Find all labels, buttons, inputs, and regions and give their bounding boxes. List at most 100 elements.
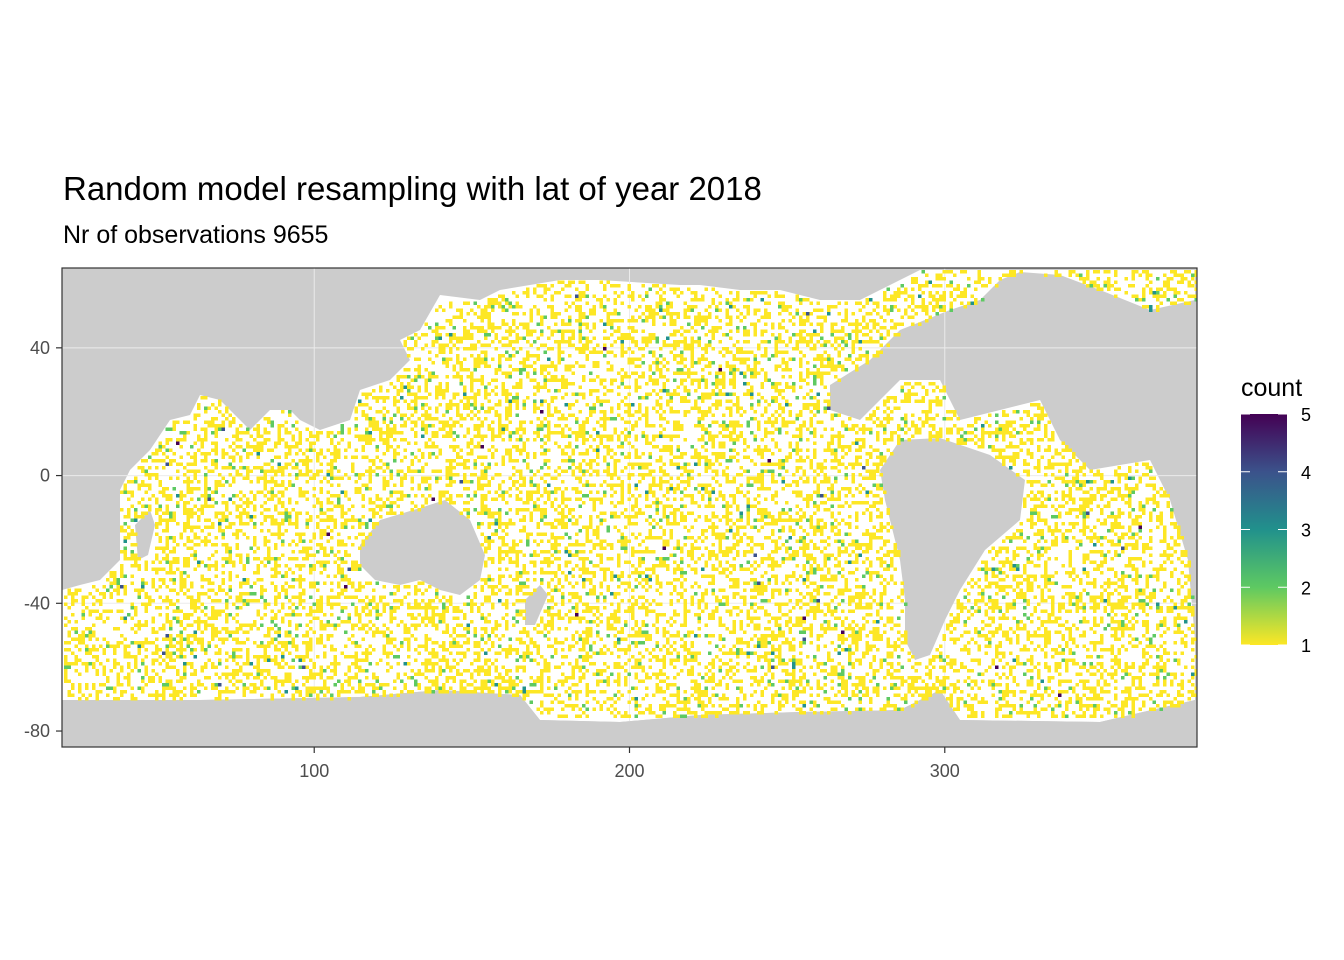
observation-cell [659,368,663,372]
observation-cell [711,476,715,480]
observation-cell [358,473,362,477]
observation-cell [816,315,820,319]
observation-cell [883,490,887,494]
observation-cell [477,455,481,459]
observation-cell [505,427,509,431]
observation-cell [568,336,572,340]
observation-cell [858,448,862,452]
observation-cell [865,340,869,344]
observation-cell [799,361,803,365]
observation-cell [400,480,404,484]
observation-cell [641,361,645,365]
observation-cell [347,445,351,449]
observation-cell [421,413,425,417]
observation-cell [571,431,575,435]
observation-cell [641,396,645,400]
observation-cell [508,406,512,410]
observation-cell [225,452,229,456]
observation-cell [176,504,180,508]
observation-cell [550,413,554,417]
observation-cell [911,424,915,428]
observation-cell [361,410,365,414]
observation-cell [288,413,292,417]
observation-cell [788,368,792,372]
observation-cell [778,301,782,305]
observation-cell [358,434,362,438]
observation-cell [851,494,855,498]
observation-cell [645,441,649,445]
observation-cell [928,417,932,421]
observation-cell [484,333,488,337]
observation-cell [1100,494,1104,498]
observation-cell [795,343,799,347]
observation-cell [715,434,719,438]
observation-cell [1068,462,1072,466]
observation-cell [1012,452,1016,456]
observation-cell [207,487,211,491]
observation-cell [718,424,722,428]
observation-cell [561,494,565,498]
observation-cell [1089,501,1093,505]
observation-cell [1156,504,1160,508]
observation-cell [386,396,390,400]
observation-cell [169,511,173,515]
observation-cell [396,504,400,508]
observation-cell [1152,494,1156,498]
observation-cell [526,497,530,501]
observation-cell [1093,473,1097,477]
observation-cell [449,350,453,354]
observation-cell [456,375,460,379]
observation-cell [1086,501,1090,505]
observation-cell [1124,473,1128,477]
observation-cell [666,378,670,382]
observation-cell [778,326,782,330]
observation-cell [823,340,827,344]
observation-cell [802,336,806,340]
observation-cell [725,350,729,354]
observation-cell [305,497,309,501]
observation-cell [183,511,187,515]
observation-cell [578,315,582,319]
observation-cell [557,343,561,347]
observation-cell [487,319,491,323]
observation-cell [445,473,449,477]
observation-cell [351,466,355,470]
observation-cell [186,462,190,466]
observation-cell [963,438,967,442]
observation-cell [1005,413,1009,417]
observation-cell [333,466,337,470]
observation-cell [865,301,869,305]
observation-cell [435,406,439,410]
observation-cell [631,329,635,333]
observation-cell [603,343,607,347]
observation-cell [890,452,894,456]
observation-cell [512,329,516,333]
observation-cell [1065,480,1069,484]
observation-cell [456,308,460,312]
observation-cell [858,445,862,449]
observation-cell [550,361,554,365]
observation-cell [536,417,540,421]
observation-cell [778,406,782,410]
observation-cell [1079,480,1083,484]
observation-cell [211,431,215,435]
observation-cell [424,501,428,505]
observation-cell [561,287,565,291]
observation-cell [883,417,887,421]
observation-cell [403,476,407,480]
observation-cell [281,410,285,414]
observation-cell [862,305,866,309]
observation-cell [585,403,589,407]
observation-cell [578,350,582,354]
observation-cell [634,364,638,368]
observation-cell [1184,270,1188,274]
observation-cell [648,350,652,354]
observation-cell [718,371,722,375]
observation-cell [480,438,484,442]
observation-cell [935,438,939,442]
observation-cell [942,294,946,298]
observation-cell [571,487,575,491]
observation-cell [522,431,526,435]
observation-cell [1047,497,1051,501]
observation-cell [617,294,621,298]
